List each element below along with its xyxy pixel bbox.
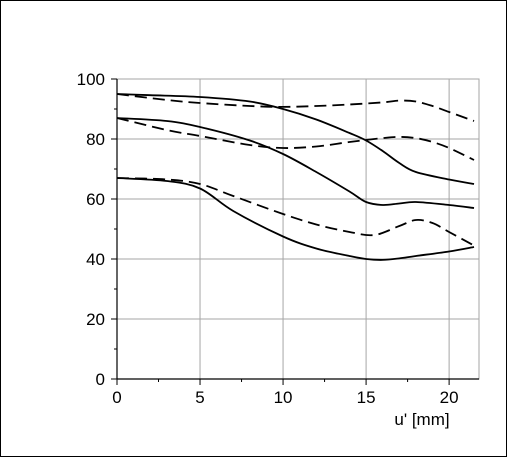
y-tick-label: 80 — [86, 130, 105, 149]
x-tick-labels: 0 5 10 15 20 — [112, 388, 458, 407]
series-line-1-solid — [116, 93, 475, 185]
x-tick-label: 5 — [195, 388, 204, 407]
y-tick-label: 60 — [86, 190, 105, 209]
series-line-6-dashed — [116, 177, 475, 247]
y-tick-label: 100 — [77, 70, 105, 89]
grid — [116, 78, 479, 380]
series-line-4-dashed — [116, 93, 475, 122]
tick-marks — [111, 78, 450, 385]
series-group — [116, 93, 475, 261]
x-tick-label: 20 — [440, 388, 459, 407]
plot-border — [116, 78, 480, 380]
x-tick-label: 15 — [357, 388, 376, 407]
series-line-5-dashed — [116, 117, 475, 161]
x-axis-title: u' [mm] — [394, 410, 449, 429]
y-tick-label: 0 — [96, 370, 105, 389]
series-line-3-solid — [116, 177, 475, 261]
series-line-2-solid — [116, 117, 475, 209]
plot-area-border — [116, 78, 480, 380]
x-tick-label: 10 — [274, 388, 293, 407]
y-tick-label: 20 — [86, 310, 105, 329]
y-tick-labels: 0 20 40 60 80 100 — [77, 70, 105, 389]
x-tick-label: 0 — [112, 388, 121, 407]
y-tick-label: 40 — [86, 250, 105, 269]
